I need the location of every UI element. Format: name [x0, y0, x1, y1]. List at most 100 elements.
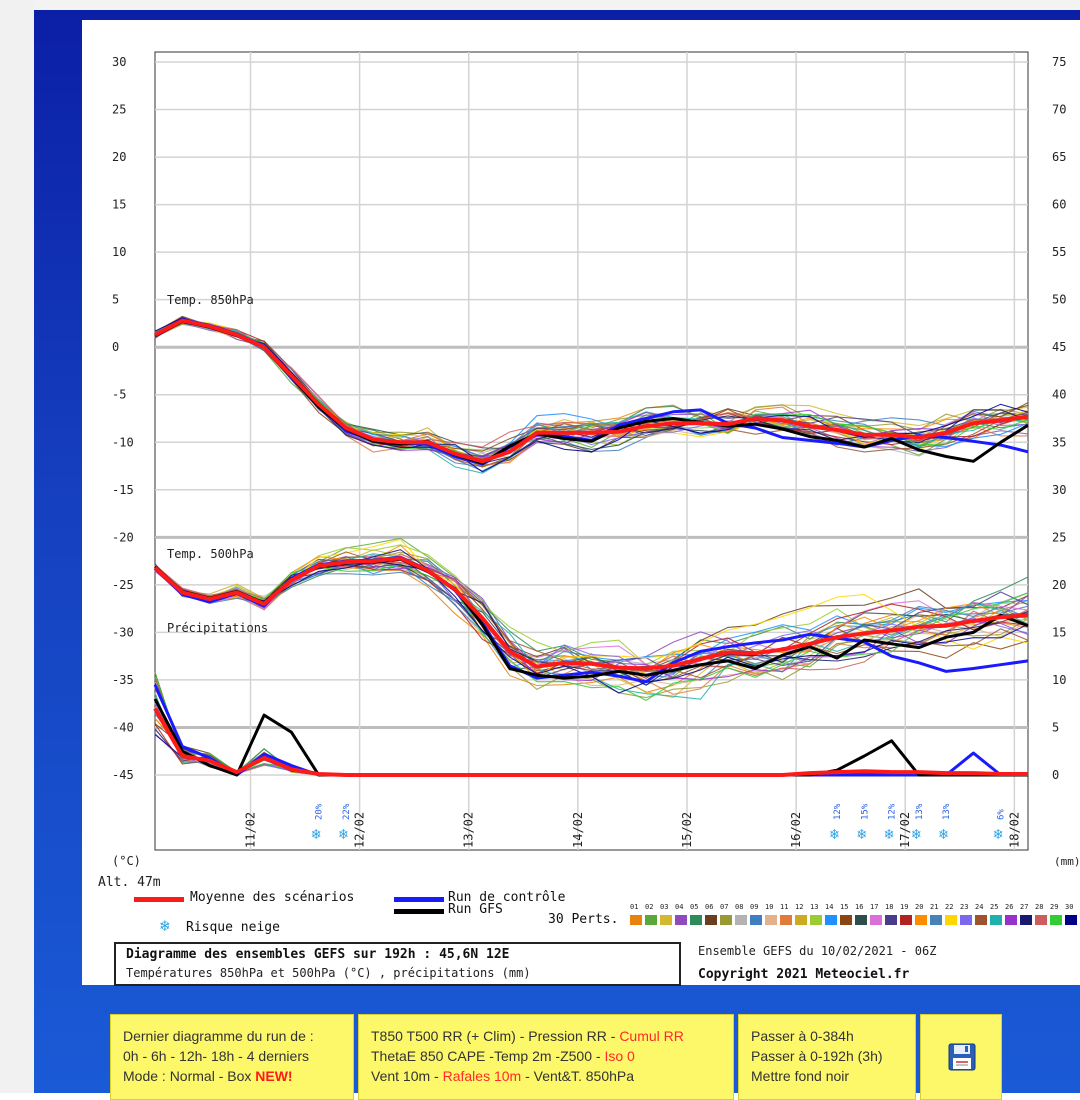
- perturbation-swatch-12: [795, 915, 807, 925]
- snow-risk-icon: ❄: [912, 825, 921, 843]
- vent-t850-link[interactable]: - Vent&T. 850hPa: [521, 1068, 635, 1084]
- save-box[interactable]: [920, 1014, 1002, 1100]
- perturbation-swatch-28: [1035, 915, 1047, 925]
- perturbation-swatch-29: [1050, 915, 1062, 925]
- x-tick-label: 17/02: [898, 812, 912, 848]
- perturbation-swatch-05: [690, 915, 702, 925]
- snow-risk-icon: ❄: [312, 825, 321, 843]
- floppy-disk-icon[interactable]: [948, 1043, 976, 1071]
- link-black-background[interactable]: Mettre fond noir: [751, 1068, 850, 1084]
- snow-risk-label: 13%: [942, 803, 952, 820]
- diagram-links-line-3[interactable]: Vent 10m - Rafales 10m - Vent&T. 850hPa: [371, 1068, 634, 1084]
- snow-risk-label: 15%: [860, 803, 870, 820]
- snow-risk-icon: ❄: [830, 825, 839, 843]
- right-tick-label: 70: [1052, 103, 1066, 117]
- iso0-link[interactable]: Iso 0: [604, 1048, 635, 1064]
- x-tick-label: 15/02: [680, 812, 694, 848]
- page-left-margin: [0, 0, 34, 1093]
- x-tick-label: 12/02: [353, 812, 367, 848]
- perturbation-number: 07: [720, 903, 729, 911]
- perturbation-swatch-07: [720, 915, 732, 925]
- perturbation-number: 05: [690, 903, 699, 911]
- mode-label[interactable]: Mode : Normal - Box: [123, 1068, 256, 1084]
- legend-snow-label: Risque neige: [186, 920, 280, 935]
- x-tick-label: 16/02: [789, 812, 803, 848]
- chart-panel: 30 75 25 70 20 65 15 60 10 55 5 50 0 45 -5 40 -10 35 -15 30…: [82, 20, 1080, 986]
- vent10m-link[interactable]: Vent 10m -: [371, 1068, 443, 1084]
- cumul-rr-link[interactable]: Cumul RR: [619, 1028, 684, 1044]
- perturbation-number: 26: [1005, 903, 1014, 911]
- right-unit-label: (mm): [1054, 855, 1080, 868]
- perturbation-swatch-25: [990, 915, 1002, 925]
- run-selection-line-1[interactable]: Dernier diagramme du run de :: [123, 1028, 314, 1044]
- diagram-links-line-1[interactable]: T850 T500 RR (+ Clim) - Pression RR - Cu…: [371, 1028, 684, 1044]
- perturbation-number: 09: [750, 903, 759, 911]
- link-0-384h[interactable]: Passer à 0-384h: [751, 1028, 854, 1044]
- right-tick-label: 40: [1052, 388, 1066, 402]
- left-tick-label: -15: [112, 483, 134, 497]
- perturbation-swatch-19: [900, 915, 912, 925]
- perturbation-swatch-04: [675, 915, 687, 925]
- snow-risk-label: 12%: [833, 803, 843, 820]
- perturbation-swatch-23: [960, 915, 972, 925]
- t850-links[interactable]: T850 T500 RR (+ Clim) - Pression RR -: [371, 1028, 620, 1044]
- x-tick-label: 13/02: [462, 812, 476, 848]
- diagram-type-box[interactable]: T850 T500 RR (+ Clim) - Pression RR - Cu…: [358, 1014, 734, 1100]
- perturbation-number: 22: [945, 903, 954, 911]
- snow-risk-icon: ❄: [339, 825, 348, 843]
- copyright: Copyright 2021 Meteociel.fr: [698, 967, 910, 982]
- perturbation-swatch-02: [645, 915, 657, 925]
- perturbation-swatch-09: [750, 915, 762, 925]
- right-tick-label: 10: [1052, 673, 1066, 687]
- mean-line-t850: [154, 318, 1029, 464]
- perturbation-number: 20: [915, 903, 924, 911]
- perturbation-number: 10: [765, 903, 774, 911]
- left-tick-label: 15: [112, 198, 126, 212]
- right-tick-label: 45: [1052, 340, 1066, 354]
- snow-risk-icon: ❄: [857, 825, 866, 843]
- chart-subtitle: Températures 850hPa et 500hPa (°C) , pré…: [126, 966, 531, 980]
- link-0-192h[interactable]: Passer à 0-192h (3h): [751, 1048, 883, 1064]
- run-selection-line-3[interactable]: Mode : Normal - Box NEW!: [123, 1068, 293, 1084]
- perturbation-number: 08: [735, 903, 744, 911]
- mean-line-t500: [153, 556, 1029, 671]
- legend-control-label: Run de contrôle: [448, 890, 566, 905]
- right-tick-label: 60: [1052, 198, 1066, 212]
- perturbation-swatch-21: [930, 915, 942, 925]
- perturbation-number: 11: [780, 903, 789, 911]
- thetae-links[interactable]: ThetaE 850 CAPE -Temp 2m -Z500 -: [371, 1048, 605, 1064]
- perturbation-number: 28: [1035, 903, 1044, 911]
- right-tick-label: 65: [1052, 150, 1066, 164]
- member-line-05: [154, 557, 1029, 678]
- t850-panel-label: Temp. 850hPa: [167, 293, 254, 307]
- perturbation-number: 04: [675, 903, 684, 911]
- right-tick-label: 30: [1052, 483, 1066, 497]
- run-selection-box[interactable]: Dernier diagramme du run de : 0h - 6h - …: [110, 1014, 354, 1100]
- left-tick-label: -35: [112, 673, 134, 687]
- perturbation-number: 06: [705, 903, 714, 911]
- left-tick-label: 25: [112, 103, 126, 117]
- range-options-box[interactable]: Passer à 0-384h Passer à 0-192h (3h) Met…: [738, 1014, 916, 1100]
- perturbation-swatch-11: [780, 915, 792, 925]
- right-tick-label: 20: [1052, 578, 1066, 592]
- left-tick-label: -5: [112, 388, 126, 402]
- rafales-link[interactable]: Rafales 10m: [442, 1068, 522, 1084]
- left-tick-label: -20: [112, 530, 134, 544]
- left-tick-label: -10: [112, 435, 134, 449]
- snowflake-icon: ❄: [160, 916, 170, 935]
- left-tick-label: 5: [112, 293, 119, 307]
- mean-line-precip_mm: [153, 707, 1028, 777]
- x-tick-label: 18/02: [1007, 812, 1021, 848]
- perturbation-number: 17: [870, 903, 879, 911]
- right-tick-label: 0: [1052, 768, 1059, 782]
- diagram-links-line-2[interactable]: ThetaE 850 CAPE -Temp 2m -Z500 - Iso 0: [371, 1048, 635, 1064]
- snow-risk-label: 6%: [997, 809, 1007, 820]
- member-line-28: [154, 319, 1029, 451]
- snow-risk-icon: ❄: [939, 825, 948, 843]
- run-selection-line-2[interactable]: 0h - 6h - 12h- 18h - 4 derniers: [123, 1048, 309, 1064]
- perturbation-swatch-01: [630, 915, 642, 925]
- right-tick-label: 25: [1052, 530, 1066, 544]
- perturbation-swatch-26: [1005, 915, 1017, 925]
- perturbation-swatch-17: [870, 915, 882, 925]
- snow-risk-label: 13%: [915, 803, 925, 820]
